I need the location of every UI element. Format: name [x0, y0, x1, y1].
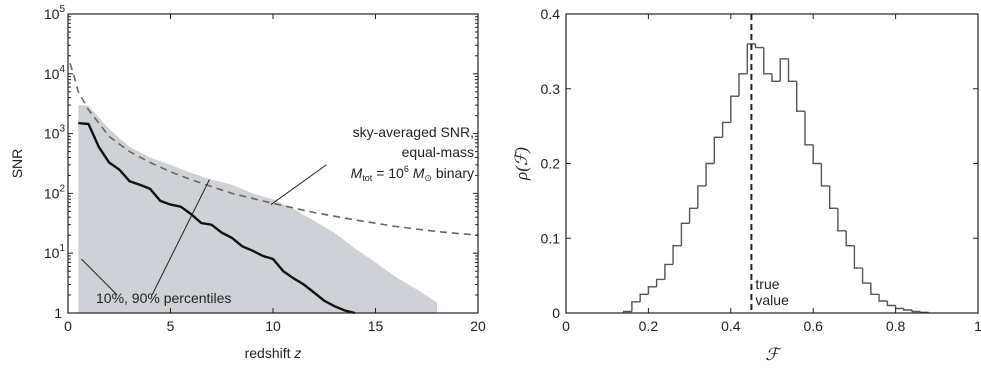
- left-y-axis-label: SNR: [9, 149, 25, 179]
- right-x-tick-label: 0: [562, 318, 570, 334]
- sky-averaged-line: [69, 63, 479, 236]
- percentile-pointer-upper: [151, 179, 210, 296]
- median-line: [78, 121, 356, 315]
- msun-symbol: M: [409, 165, 425, 181]
- histogram-bin: [779, 58, 789, 82]
- left-y-ticks: 1 101 102 103 104 105: [44, 4, 478, 321]
- sky-annotation-pointer: [270, 164, 327, 205]
- histogram-bin: [787, 58, 797, 82]
- histogram-bin: [655, 278, 665, 287]
- right-y-tick-label: 0.3: [541, 81, 561, 97]
- mtot-symbol: M: [351, 165, 363, 181]
- histogram-bin: [878, 294, 888, 302]
- right-x-ticks: 0 0.2 0.4 0.6 0.8 1: [562, 14, 981, 334]
- histogram-bin: [804, 111, 814, 146]
- left-x-tick-label: 15: [368, 318, 384, 334]
- histogram-bin: [837, 208, 847, 232]
- histogram-plot: 0 0.2 0.4 0.6 0.8 1 00.10.20.30.4 true value …: [512, 6, 981, 364]
- histogram-bin: [796, 81, 805, 112]
- histogram-bin: [812, 144, 822, 165]
- right-x-tick-label: 0.6: [803, 318, 823, 334]
- histogram-bin: [829, 185, 838, 209]
- right-x-tick-label: 0.8: [886, 318, 906, 334]
- histogram-bin: [894, 305, 904, 310]
- left-y-tick-label: 1: [54, 305, 62, 321]
- percentile-pointer-lower: [80, 258, 118, 296]
- histogram-bin: [754, 43, 764, 49]
- histogram-bin: [672, 245, 682, 265]
- histogram-bin: [713, 136, 723, 164]
- histogram-bin: [771, 73, 781, 82]
- right-x-tick-label: 0.4: [721, 318, 741, 334]
- right-y-tick-label: 0.2: [541, 156, 561, 172]
- histogram-bin: [705, 162, 715, 186]
- histogram-steps: [623, 43, 930, 313]
- left-y-tick-label: 104: [44, 64, 66, 82]
- histogram-bin: [631, 301, 641, 312]
- left-y-tick-label: 103: [44, 124, 66, 142]
- left-x-tick-label: 0: [64, 318, 72, 334]
- histogram-bin: [639, 293, 649, 302]
- left-y-tick-label: 101: [44, 243, 66, 261]
- sky-annotation-line-1: sky-averaged SNR,: [353, 124, 474, 140]
- right-y-ticks: 0 0.1 0.2 0.3 0.4: [541, 6, 978, 321]
- mtot-subscript: tot: [362, 173, 373, 183]
- sky-annotation-line-2: equal-mass: [402, 144, 474, 160]
- histogram-bin: [697, 185, 707, 209]
- right-y-tick-label: 0.4: [541, 6, 561, 22]
- histogram-bin: [870, 283, 880, 295]
- histogram-bin: [919, 311, 929, 313]
- histogram-bin: [911, 310, 921, 313]
- histogram-bin: [721, 121, 731, 138]
- histogram-bin: [688, 207, 698, 224]
- histogram-bin: [647, 286, 657, 295]
- percentile-band-area: [78, 105, 438, 313]
- histogram-bin: [738, 73, 748, 97]
- left-x-axis-label: redshift z: [245, 345, 302, 361]
- right-y-tick-label: 0.1: [541, 230, 561, 246]
- sky-averaged-curve: [69, 63, 479, 236]
- right-axes: [565, 13, 979, 314]
- right-axes-box: [565, 13, 979, 314]
- right-x-axis-label: ℱ: [765, 345, 782, 364]
- right-y-axis-label: ρ(ℱ): [512, 147, 531, 181]
- median-curve: [78, 121, 356, 315]
- left-x-axis-label-var: z: [293, 345, 301, 361]
- left-y-tick-label: 105: [44, 4, 66, 22]
- histogram-bin: [730, 95, 739, 123]
- binary-word: binary: [432, 165, 474, 181]
- histogram-bin: [903, 308, 913, 311]
- histogram-bin: [680, 222, 690, 246]
- histogram-bin: [861, 268, 871, 284]
- histogram-bin: [853, 245, 863, 269]
- percentile-band: [78, 105, 438, 313]
- true-value-label-2: value: [755, 292, 789, 308]
- left-x-axis-label-text: redshift: [245, 345, 291, 361]
- right-x-tick-label: 0.2: [639, 318, 659, 334]
- histogram-bin: [763, 47, 772, 75]
- right-y-tick-label: 0: [552, 305, 560, 321]
- left-x-tick-label: 10: [265, 318, 281, 334]
- mtot-eq: = 10: [372, 165, 404, 181]
- histogram-bin: [820, 163, 830, 187]
- left-x-tick-label: 20: [470, 318, 486, 334]
- true-value-label-1: true: [755, 276, 779, 292]
- histogram-bin: [664, 263, 674, 280]
- left-y-tick-label: 102: [44, 183, 66, 201]
- right-x-tick-label: 1: [974, 318, 981, 334]
- msun-subscript: ⊙: [424, 173, 432, 183]
- histogram-bin: [886, 301, 896, 307]
- histogram-bin: [746, 43, 756, 74]
- histogram-bin: [845, 230, 855, 247]
- percentile-annotation: 10%, 90% percentiles: [96, 290, 231, 306]
- sky-annotation-line-3: Mtot = 106 M⊙ binary: [351, 164, 474, 183]
- snr-vs-redshift-plot: 0 5 10 15 20 1 101 102 103 104 105 SNR redshift z…: [9, 4, 486, 361]
- mtot-exponent: 6: [404, 164, 409, 174]
- left-x-tick-label: 5: [167, 318, 175, 334]
